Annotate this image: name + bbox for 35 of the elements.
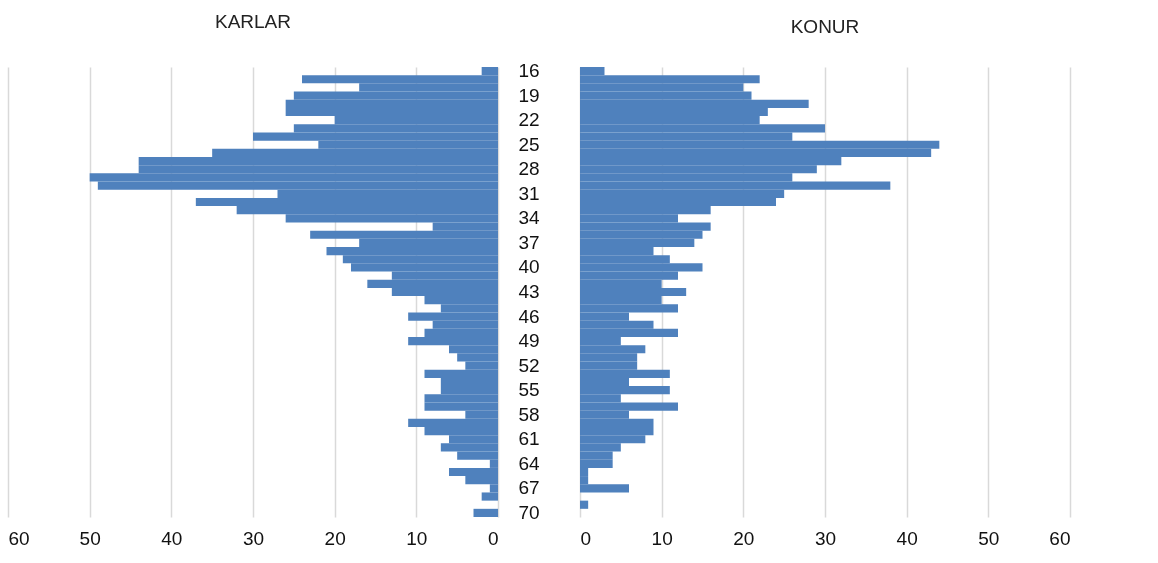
x-tick-label: 60 bbox=[8, 527, 30, 549]
y-tick-label: 55 bbox=[518, 379, 540, 401]
y-tick-label: 67 bbox=[518, 477, 540, 499]
x-tick-label: 50 bbox=[978, 527, 1000, 549]
y-tick-label: 19 bbox=[518, 84, 540, 106]
y-tick-label: 22 bbox=[518, 109, 540, 131]
y-tick-label: 61 bbox=[518, 428, 540, 450]
y-tick-label: 25 bbox=[518, 133, 540, 155]
y-tick-label: 34 bbox=[518, 207, 541, 229]
x-tick-label: 40 bbox=[896, 527, 918, 549]
y-tick-label: 40 bbox=[518, 256, 540, 278]
x-tick-label: 50 bbox=[79, 527, 101, 549]
x-tick-label: 20 bbox=[324, 527, 346, 549]
y-tick-label: 64 bbox=[518, 452, 541, 474]
y-tick-label: 52 bbox=[518, 354, 540, 376]
x-tick-label: 0 bbox=[580, 527, 592, 549]
y-tick-label: 43 bbox=[518, 281, 540, 302]
x-tick-label: 10 bbox=[406, 527, 428, 549]
x-tick-label: 0 bbox=[487, 527, 499, 549]
y-tick-label: 70 bbox=[518, 501, 540, 523]
y-tick-label: 49 bbox=[518, 330, 540, 352]
y-tick-label: 46 bbox=[518, 305, 540, 327]
x-tick-label: 30 bbox=[814, 527, 837, 549]
y-tick-label: 28 bbox=[518, 158, 540, 180]
y-tick-label: 37 bbox=[518, 231, 540, 253]
x-tick-label: 30 bbox=[242, 527, 265, 549]
y-tick-label: 58 bbox=[518, 403, 540, 425]
x-tick-label: 10 bbox=[651, 527, 673, 549]
x-tick-label: 20 bbox=[733, 527, 755, 549]
y-tick-label: 16 bbox=[518, 60, 540, 82]
x-tick-label: 60 bbox=[1049, 527, 1071, 549]
x-tick-label: 40 bbox=[161, 527, 183, 549]
y-tick-label: 31 bbox=[518, 182, 540, 204]
chart-title: KARLAR bbox=[214, 10, 292, 32]
chart-title: KONUR bbox=[790, 16, 860, 37]
